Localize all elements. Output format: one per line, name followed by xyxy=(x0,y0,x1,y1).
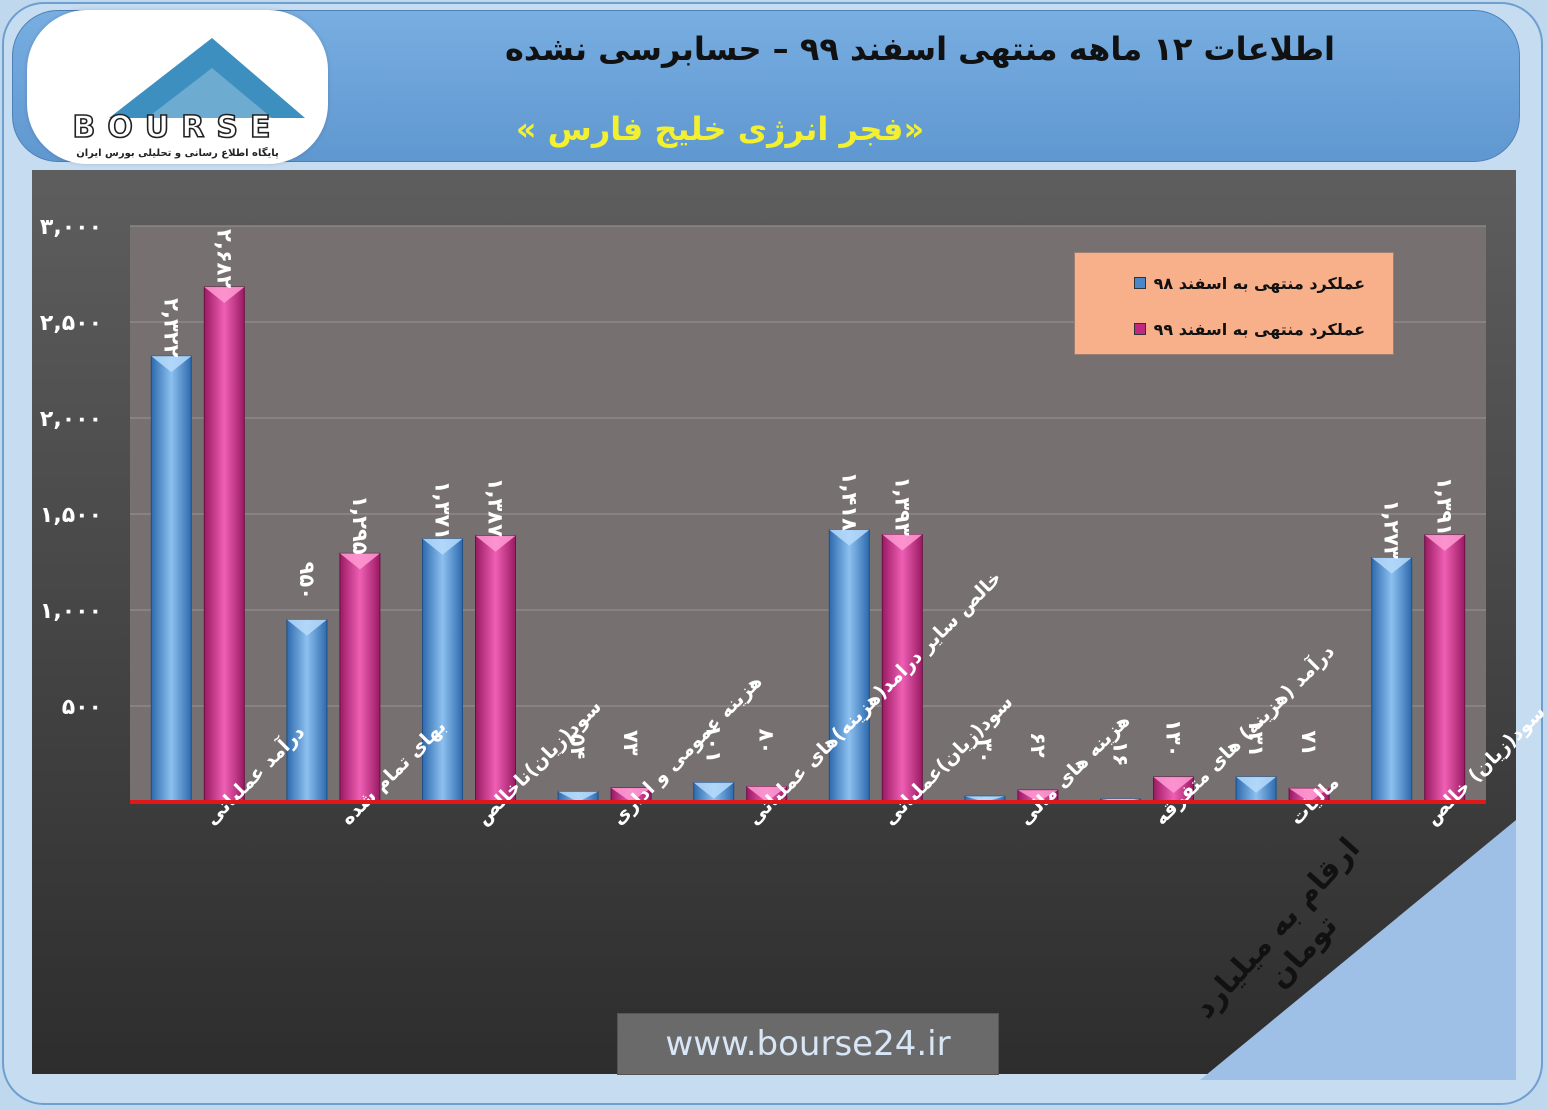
data-label: ۱,۳۹۱ xyxy=(1433,477,1457,536)
bar-cap xyxy=(693,782,734,799)
y-tick-label: ۱,۰۰۰ xyxy=(40,599,102,624)
unit-banner xyxy=(1160,820,1520,1080)
bar-cap xyxy=(422,538,463,555)
data-label: ۱۳۰ xyxy=(1162,719,1186,757)
bar-99-1 xyxy=(339,552,381,803)
bar-cap xyxy=(1424,534,1465,551)
bar-cap xyxy=(558,791,599,802)
data-label: ۹۵۰ xyxy=(295,562,319,600)
data-label: ۸۰ xyxy=(755,729,779,755)
data-label: ۷۱ xyxy=(1297,730,1321,756)
data-label: ۱,۲۷۳ xyxy=(1380,500,1404,559)
legend-swatch-icon xyxy=(1133,323,1146,335)
y-tick-label: ۳,۰۰۰ xyxy=(40,215,102,240)
data-label: ۱,۳۹۳ xyxy=(890,477,914,536)
bar-cap xyxy=(964,796,1005,802)
y-tick-label: ۲,۵۰۰ xyxy=(40,311,102,336)
bar-cap xyxy=(151,356,192,373)
data-label: ۱,۲۹۵ xyxy=(348,495,372,554)
bar-99-9 xyxy=(1424,534,1466,803)
bar-99-2 xyxy=(475,535,516,803)
page-title: اطلاعات ۱۲ ماهه منتهی اسفند ۹۹ – حسابرسی… xyxy=(505,30,1335,68)
bourse24-logo: BOURSE پایگاه اطلاع رسانی و تحلیلی بورس … xyxy=(27,10,328,164)
legend-label-98: عملکرد منتهی به اسفند ۹۸ xyxy=(1153,273,1365,293)
legend-item-98: عملکرد منتهی به اسفند ۹۸ xyxy=(1133,269,1365,297)
legend-label-99: عملکرد منتهی به اسفند ۹۹ xyxy=(1153,319,1365,339)
bar-cap xyxy=(475,535,516,552)
logo-tagline: پایگاه اطلاع رسانی و تحلیلی بورس ایران xyxy=(76,148,279,159)
data-label: ۲,۶۸۲ xyxy=(212,229,236,288)
bar-98-2 xyxy=(422,538,463,803)
legend-swatch-icon xyxy=(1133,277,1146,289)
data-label: ۶۲ xyxy=(1026,732,1050,758)
logo-mark-icon xyxy=(109,38,305,118)
bar-cap xyxy=(611,787,652,802)
bar-cap xyxy=(1289,788,1330,802)
bar-cap xyxy=(882,534,923,551)
bar-cap xyxy=(204,287,245,304)
bar-cap xyxy=(339,553,380,570)
bar-cap xyxy=(829,529,870,546)
bar-98-0 xyxy=(150,355,192,803)
bar-cap xyxy=(1371,557,1412,574)
bar-cap xyxy=(1153,777,1194,794)
bar-98-1 xyxy=(286,619,328,803)
bar-98-9 xyxy=(1371,557,1413,803)
website-link[interactable]: www.bourse24.ir xyxy=(617,1013,999,1075)
data-label: ۱,۴۱۸ xyxy=(837,472,861,531)
data-label: ۱۰۱ xyxy=(702,725,726,763)
bar-cap xyxy=(1017,790,1058,802)
data-label: ۷۳ xyxy=(619,730,643,756)
bar-cap xyxy=(1236,776,1277,793)
y-tick-label: ۲,۰۰۰ xyxy=(40,407,102,432)
data-label: ۵۴ xyxy=(566,734,590,760)
y-tick-label: ۵۰۰ xyxy=(62,695,102,720)
bar-cap xyxy=(286,619,327,636)
logo-word: BOURSE xyxy=(72,109,283,146)
chart-legend: عملکرد منتهی به اسفند ۹۸ عملکرد منتهی به… xyxy=(1074,252,1394,355)
data-label: ۱,۳۷۱ xyxy=(431,481,455,540)
bar-98-5 xyxy=(828,529,870,803)
data-label: ۱۶ xyxy=(1109,741,1133,767)
data-label: ۳۰ xyxy=(973,738,997,764)
legend-item-99: عملکرد منتهی به اسفند ۹۹ xyxy=(1133,315,1365,343)
company-name: «فجر انرژی خلیج فارس » xyxy=(515,110,925,148)
bar-99-0 xyxy=(203,286,245,803)
bar-cap xyxy=(746,786,787,802)
data-label: ۱۳۱ xyxy=(1244,719,1268,757)
y-tick-label: ۱,۵۰۰ xyxy=(40,503,102,528)
data-label: ۱,۳۸۷ xyxy=(484,478,508,537)
data-label: ۲,۳۲۲ xyxy=(159,298,183,357)
